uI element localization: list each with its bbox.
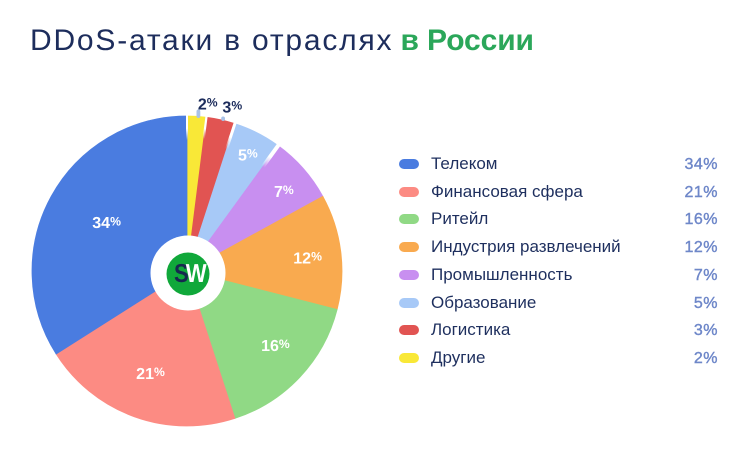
- svg-text:3%: 3%: [222, 99, 242, 117]
- svg-text:5%: 5%: [238, 147, 258, 165]
- svg-text:34%: 34%: [92, 214, 121, 232]
- svg-text:21%: 21%: [136, 365, 165, 383]
- svg-text:16%: 16%: [261, 337, 290, 355]
- svg-text:7%: 7%: [274, 183, 294, 201]
- svg-text:12%: 12%: [293, 250, 322, 268]
- svg-text:2%: 2%: [198, 96, 218, 114]
